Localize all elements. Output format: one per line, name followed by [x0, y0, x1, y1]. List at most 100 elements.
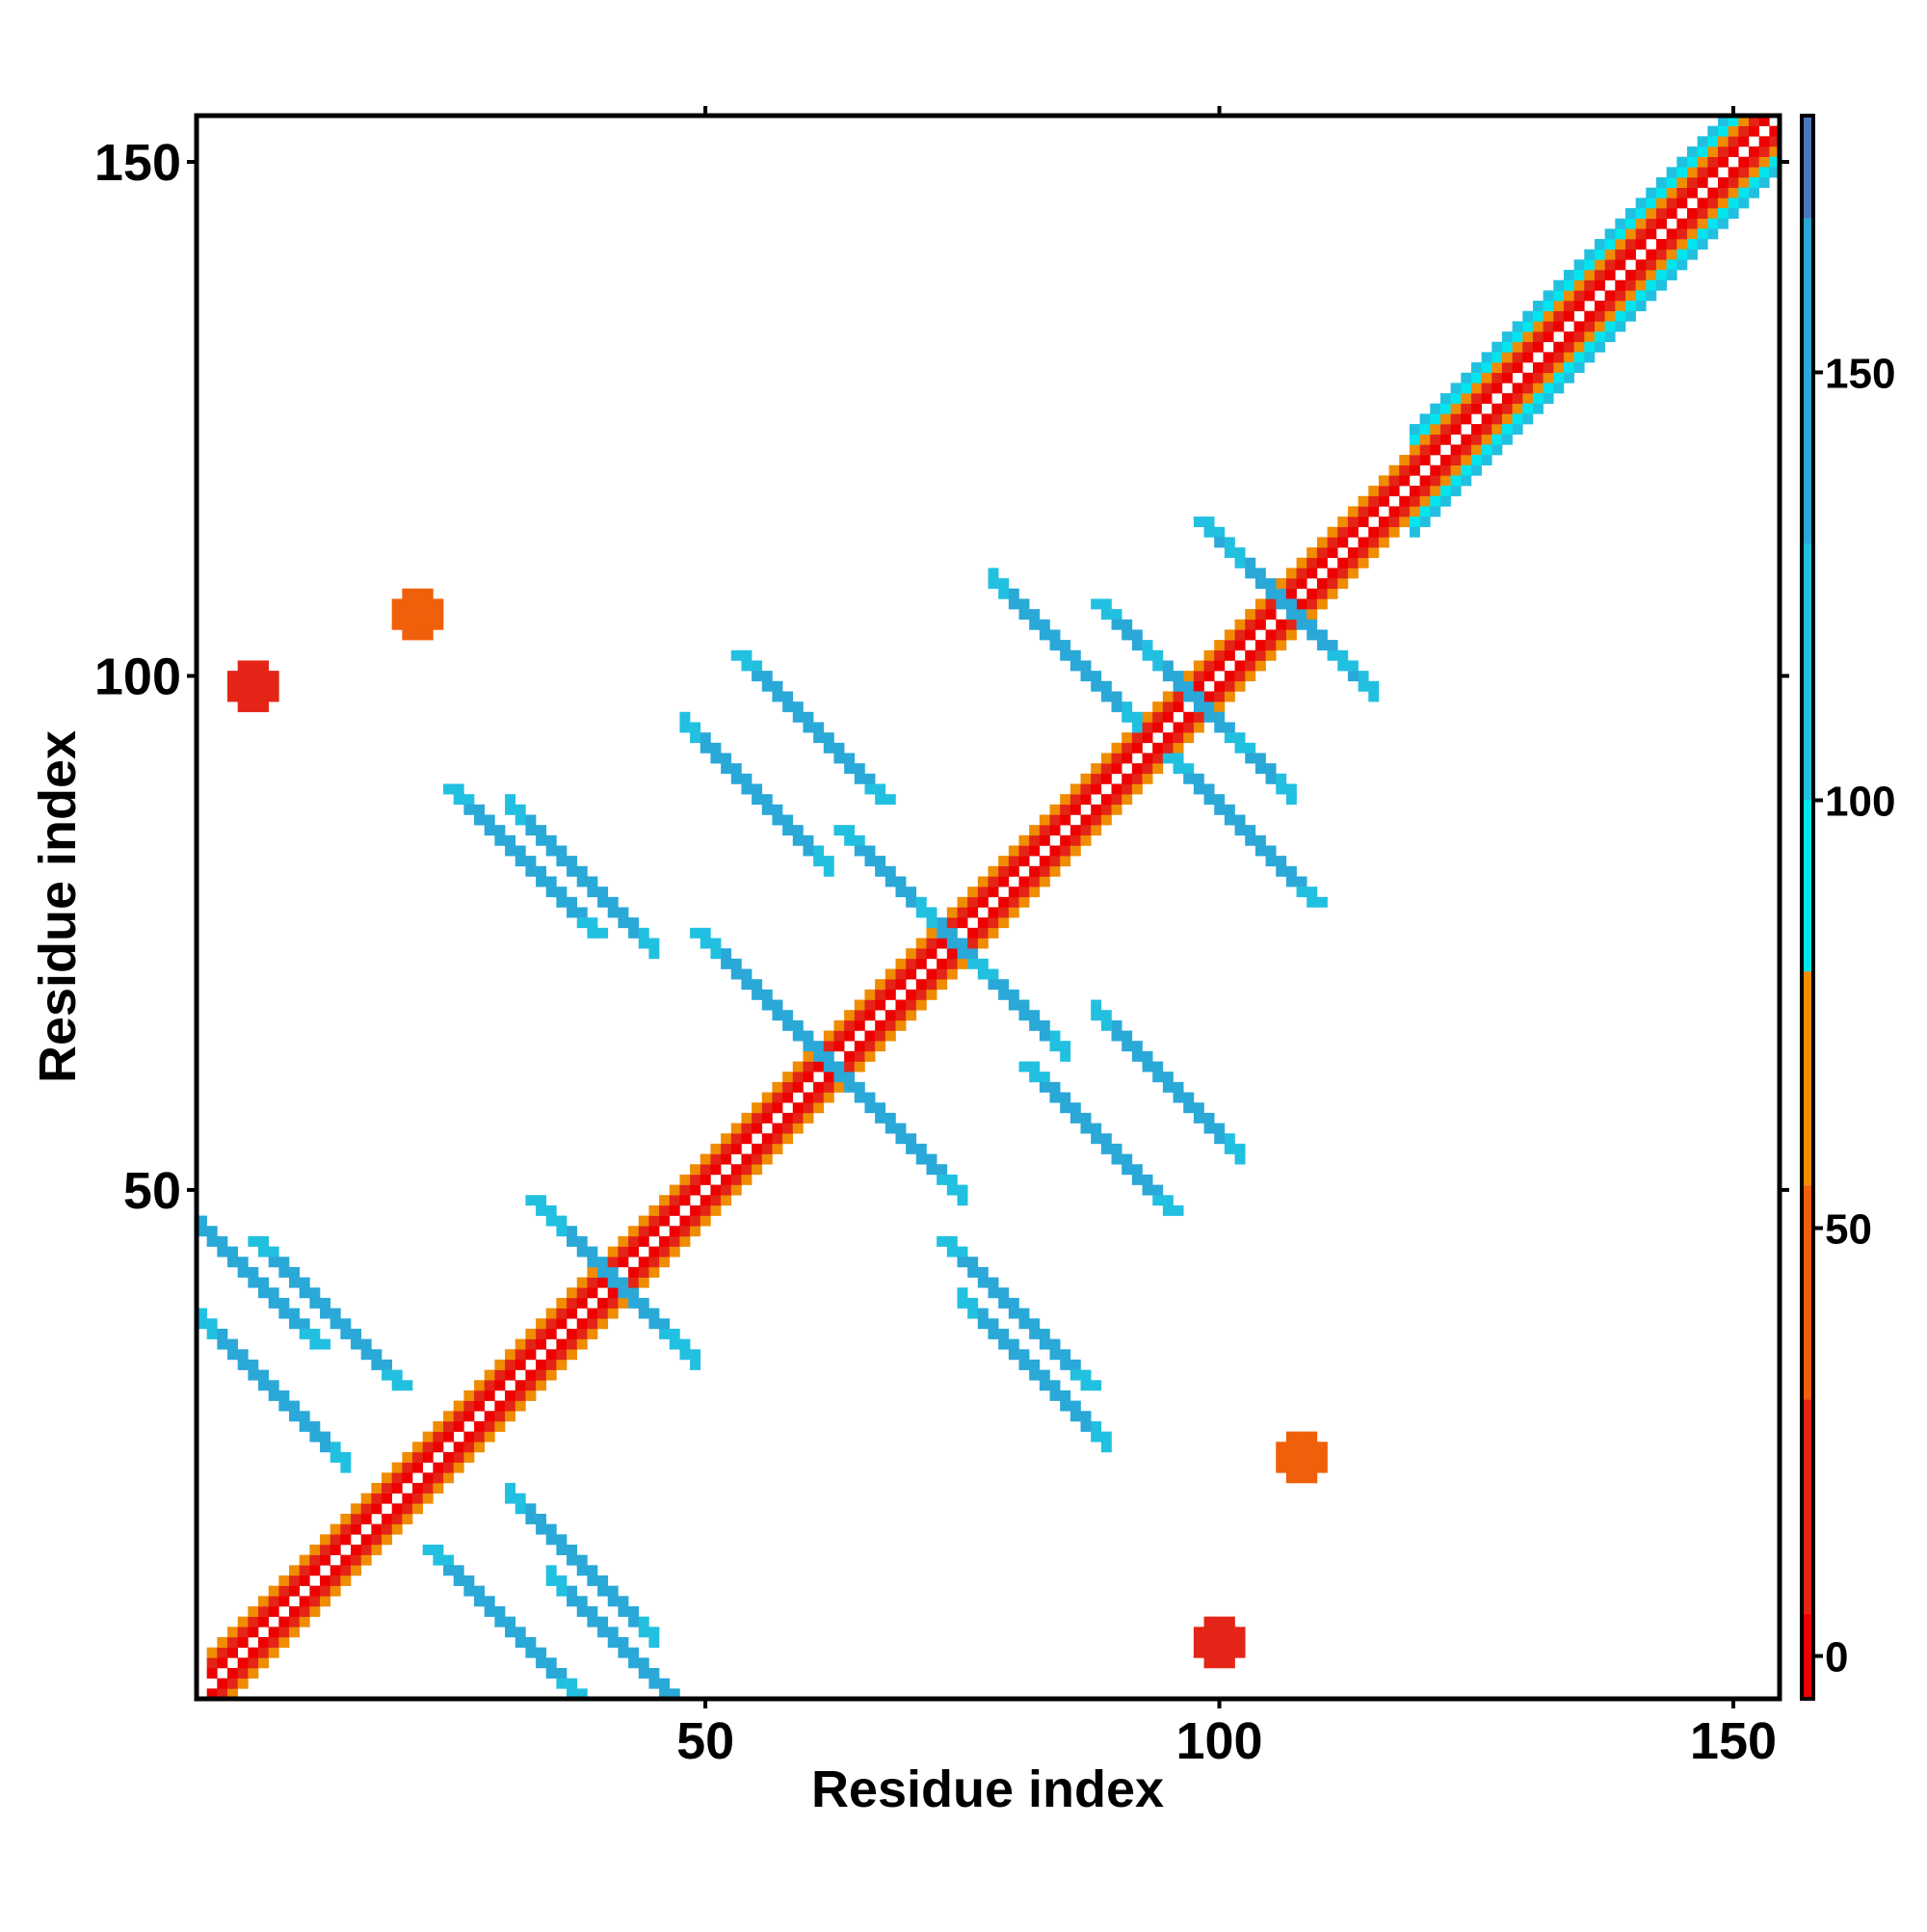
heatmap-cell: [1162, 1204, 1174, 1216]
heatmap-cell: [1327, 640, 1338, 651]
heatmap-cell: [1173, 1092, 1184, 1103]
heatmap-cell: [679, 1349, 691, 1361]
heatmap-cell: [926, 968, 937, 980]
heatmap-cell: [1111, 742, 1122, 754]
heatmap-cell: [638, 1215, 649, 1227]
heatmap-cell: [1470, 393, 1482, 405]
heatmap-cell: [1100, 609, 1112, 621]
heatmap-cell: [1327, 537, 1338, 548]
heatmap-cell: [567, 1688, 578, 1700]
heatmap-cell: [1234, 1627, 1246, 1638]
heatmap-cell: [505, 1482, 516, 1494]
heatmap-cell: [1604, 239, 1616, 250]
heatmap-cell: [1224, 680, 1235, 692]
heatmap-cell: [1039, 865, 1050, 877]
heatmap-cell: [237, 1657, 249, 1669]
heatmap-cell: [1049, 1349, 1061, 1361]
heatmap-cell: [402, 629, 413, 641]
heatmap-cell: [515, 1389, 526, 1401]
heatmap-cell: [494, 1369, 506, 1381]
heatmap-cell: [1409, 424, 1420, 436]
heatmap-cell: [545, 834, 557, 846]
heatmap-cell: [844, 1072, 856, 1083]
heatmap-cell: [1655, 239, 1667, 250]
heatmap-cell: [782, 1112, 794, 1124]
heatmap-cell: [1039, 876, 1050, 887]
colorbar-band: [1802, 116, 1813, 219]
heatmap-cell: [1347, 526, 1359, 538]
heatmap-cell: [1142, 732, 1153, 744]
heatmap-cell: [1049, 1380, 1061, 1391]
heatmap-cell: [351, 1554, 362, 1566]
heatmap-cell: [1152, 649, 1164, 661]
heatmap-cell: [567, 907, 578, 918]
heatmap-cell: [741, 968, 752, 980]
heatmap-cell: [1162, 671, 1174, 682]
heatmap-cell: [648, 1308, 660, 1319]
heatmap-cell: [278, 1575, 290, 1586]
heatmap-cell: [1707, 125, 1719, 137]
heatmap-cell: [536, 1369, 547, 1381]
heatmap-cell: [1162, 660, 1174, 672]
heatmap-cell: [1018, 999, 1030, 1011]
heatmap-cell: [1203, 1123, 1215, 1134]
colorbar-tick-label: 150: [1825, 350, 1895, 397]
heatmap-cell: [536, 1318, 547, 1330]
heatmap-cell: [915, 1153, 927, 1165]
heatmap-cell: [299, 1554, 310, 1566]
heatmap-cell: [782, 1019, 794, 1031]
heatmap-cell: [576, 907, 588, 918]
heatmap-cell: [1203, 794, 1215, 806]
heatmap-cell: [607, 1287, 619, 1299]
heatmap-cell: [443, 1451, 455, 1463]
heatmap-cell: [515, 856, 526, 867]
heatmap-cell: [371, 1349, 383, 1361]
heatmap-cell: [1748, 167, 1759, 178]
heatmap-cell: [484, 1420, 495, 1432]
heatmap-cell: [1316, 547, 1328, 559]
heatmap-cell: [752, 1123, 763, 1134]
heatmap-cell: [1615, 290, 1626, 302]
heatmap-cell: [422, 598, 434, 610]
heatmap-cell: [1122, 619, 1133, 630]
heatmap-cell: [884, 1030, 896, 1042]
heatmap-cell: [1296, 557, 1307, 569]
heatmap-cell: [1049, 1092, 1061, 1103]
heatmap-cell: [741, 979, 752, 991]
heatmap-cell: [248, 1657, 259, 1669]
heatmap-cell: [792, 1030, 804, 1042]
heatmap-cell: [1131, 1041, 1143, 1052]
heatmap-cell: [1327, 568, 1338, 579]
heatmap-cell: [1234, 742, 1246, 754]
heatmap-cell: [474, 814, 486, 826]
heatmap-cell: [1203, 711, 1215, 723]
heatmap-cell: [206, 1657, 218, 1669]
heatmap-cell: [1234, 732, 1246, 744]
heatmap-cell: [545, 1349, 557, 1361]
heatmap-cell: [278, 1257, 290, 1268]
heatmap-cell: [1008, 999, 1019, 1011]
heatmap-cell: [1008, 588, 1019, 599]
heatmap-cell: [1388, 464, 1400, 476]
heatmap-cell: [1707, 198, 1719, 209]
heatmap-cell: [977, 1318, 989, 1330]
heatmap-cell: [864, 856, 876, 867]
heatmap-cell: [638, 1308, 649, 1319]
heatmap-cell: [1245, 619, 1256, 630]
heatmap-cell: [320, 1308, 330, 1319]
heatmap-cell: [607, 896, 619, 908]
heatmap-cell: [1676, 228, 1688, 240]
heatmap-cell: [915, 989, 927, 1000]
heatmap-cell: [556, 1338, 568, 1350]
heatmap-cell: [864, 1041, 876, 1052]
heatmap-cell: [1748, 146, 1759, 157]
heatmap-cell: [741, 783, 752, 795]
heatmap-cell: [1018, 876, 1030, 887]
heatmap-cell: [1450, 424, 1462, 436]
heatmap-cell: [854, 834, 865, 846]
heatmap-cell: [752, 1143, 763, 1154]
heatmap-cell: [998, 588, 1010, 599]
heatmap-cell: [1008, 1297, 1019, 1309]
heatmap-cell: [1594, 259, 1605, 271]
